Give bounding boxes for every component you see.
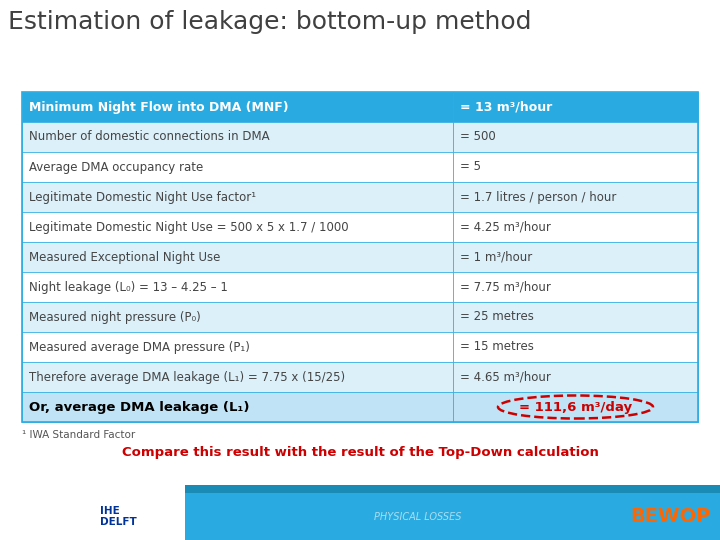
Bar [453, 332, 698, 362]
Bar [453, 92, 698, 122]
Text: PHYSICAL LOSSES: PHYSICAL LOSSES [374, 511, 462, 522]
Bar [453, 182, 698, 212]
Text: = 1 m³/hour: = 1 m³/hour [460, 251, 532, 264]
Text: = 13 m³/hour: = 13 m³/hour [460, 100, 552, 113]
Text: = 15 metres: = 15 metres [460, 341, 534, 354]
Bar [22, 152, 453, 182]
Bar [453, 362, 698, 392]
Text: = 4.25 m³/hour: = 4.25 m³/hour [460, 220, 551, 233]
Bar [22, 92, 698, 422]
Text: = 1.7 litres / person / hour: = 1.7 litres / person / hour [460, 191, 616, 204]
Text: ¹ IWA Standard Factor: ¹ IWA Standard Factor [22, 430, 135, 440]
Text: Estimation of leakage: bottom-up method: Estimation of leakage: bottom-up method [8, 10, 531, 34]
Bar [453, 152, 698, 182]
Text: Legitimate Domestic Night Use = 500 x 5 x 1.7 / 1000: Legitimate Domestic Night Use = 500 x 5 … [29, 220, 348, 233]
Bar [22, 302, 453, 332]
Bar [453, 122, 698, 152]
Bar [453, 212, 698, 242]
Text: = 5: = 5 [460, 160, 481, 173]
Bar [453, 242, 698, 272]
Text: Or, average DMA leakage (L₁): Or, average DMA leakage (L₁) [29, 401, 250, 414]
Bar [453, 392, 698, 422]
Text: Measured night pressure (P₀): Measured night pressure (P₀) [29, 310, 201, 323]
Text: Minimum Night Flow into DMA (MNF): Minimum Night Flow into DMA (MNF) [29, 100, 289, 113]
Bar [22, 242, 453, 272]
Bar [22, 212, 453, 242]
Text: = 500: = 500 [460, 131, 496, 144]
Bar [22, 272, 453, 302]
Bar [453, 302, 698, 332]
Text: = 7.75 m³/hour: = 7.75 m³/hour [460, 280, 551, 294]
Text: Therefore average DMA leakage (L₁) = 7.75 x (15/25): Therefore average DMA leakage (L₁) = 7.7… [29, 370, 345, 383]
Bar [22, 92, 453, 122]
Text: Night leakage (L₀) = 13 – 4.25 – 1: Night leakage (L₀) = 13 – 4.25 – 1 [29, 280, 228, 294]
Bar [22, 182, 453, 212]
Text: Legitimate Domestic Night Use factor¹: Legitimate Domestic Night Use factor¹ [29, 191, 256, 204]
Text: BEWOP: BEWOP [630, 507, 710, 526]
Text: Average DMA occupancy rate: Average DMA occupancy rate [29, 160, 203, 173]
Text: = 4.65 m³/hour: = 4.65 m³/hour [460, 370, 551, 383]
Bar [185, 485, 720, 540]
Bar [185, 485, 720, 493]
Bar [0, 485, 720, 540]
Bar [453, 272, 698, 302]
Text: Measured average DMA pressure (P₁): Measured average DMA pressure (P₁) [29, 341, 250, 354]
Bar [22, 332, 453, 362]
Text: Measured Exceptional Night Use: Measured Exceptional Night Use [29, 251, 220, 264]
Bar [22, 362, 453, 392]
Text: = 111,6 m³/day: = 111,6 m³/day [519, 401, 632, 414]
Bar [22, 122, 453, 152]
Text: Compare this result with the result of the Top-Down calculation: Compare this result with the result of t… [122, 446, 598, 459]
Text: IHE
DELFT: IHE DELFT [100, 505, 137, 527]
Bar [22, 392, 453, 422]
Text: Number of domestic connections in DMA: Number of domestic connections in DMA [29, 131, 269, 144]
Text: = 25 metres: = 25 metres [460, 310, 534, 323]
